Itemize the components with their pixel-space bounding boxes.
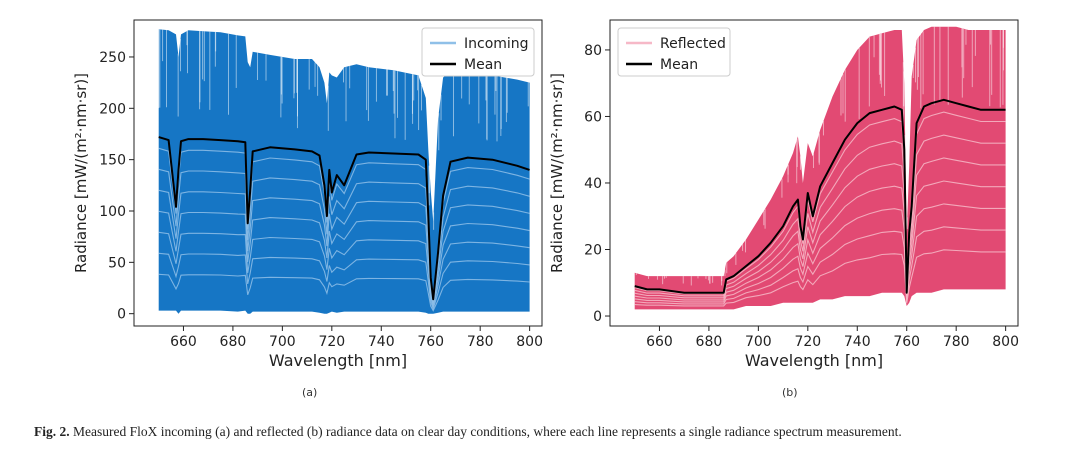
chart-b: 660 680 700 720 740 760 780 800 0 20 40 60 80 Wavelen… [548, 19, 1019, 370]
y-tick-label: 200 [99, 101, 126, 117]
spectrum-line [634, 157, 1006, 299]
x-tick-label: 720 [794, 334, 821, 350]
chart-a: 660 680 700 720 740 760 780 800 0 50 100 150 200 250 W… [72, 19, 543, 370]
y-tick-label: 80 [584, 43, 602, 59]
y-tick-label: 40 [584, 176, 602, 192]
spectrum-line [634, 180, 1006, 301]
x-tick-label: 720 [318, 334, 345, 350]
x-tick-label: 740 [368, 334, 395, 350]
x-tick-label: 680 [696, 334, 723, 350]
legend-label-mean: Mean [660, 57, 698, 73]
x-tick-label: 780 [943, 334, 970, 350]
chart-panel-b: 660 680 700 720 740 760 780 800 0 20 40 60 80 Wavelen… [540, 0, 1080, 410]
axes-frame [133, 19, 543, 327]
x-tick-label: 700 [745, 334, 772, 350]
x-tick-label: 780 [467, 334, 494, 350]
spectrum-line [158, 231, 530, 308]
x-tick-label: 800 [992, 334, 1019, 350]
panel-label-b: (b) [782, 386, 798, 399]
x-tick-label: 800 [516, 334, 543, 350]
y-tick-label: 0 [117, 307, 126, 323]
y-tick-label: 50 [108, 255, 126, 271]
figure-caption: Fig. 2. Measured FloX incoming (a) and r… [34, 424, 1064, 440]
y-axis-label: Radiance [mW/(m²·nm·sr)] [72, 73, 90, 273]
x-tick-label: 740 [844, 334, 871, 350]
spectrum-line [634, 134, 1006, 297]
x-axis-label: Wavelength [nm] [269, 351, 407, 370]
plot-area [158, 29, 530, 314]
caption-label: Fig. 2. [34, 424, 70, 439]
axes-frame [609, 19, 1019, 327]
y-tick-label: 150 [99, 153, 126, 169]
plot-area [634, 26, 1006, 310]
mean-line [158, 136, 530, 301]
x-tick-label: 760 [417, 334, 444, 350]
spectrum-line [634, 203, 1006, 303]
mean-line [634, 98, 1006, 294]
spectra-band [158, 29, 530, 314]
spectrum-line [158, 252, 530, 311]
y-tick-label: 20 [584, 243, 602, 259]
chart-panel-a: 660 680 700 720 740 760 780 800 0 50 100 150 200 250 W… [0, 0, 560, 410]
y-tick-label: 100 [99, 204, 126, 220]
legend-label-mean: Mean [464, 57, 502, 73]
spectrum-line [634, 226, 1006, 305]
y-axis-label: Radiance [mW/(m²·nm·sr)] [548, 73, 566, 273]
spectra-band [634, 26, 1006, 310]
y-tick-label: 60 [584, 109, 602, 125]
spectrum-line [634, 111, 1006, 295]
legend-label-band: Incoming [464, 36, 529, 52]
x-tick-label: 700 [269, 334, 296, 350]
x-tick-label: 680 [220, 334, 247, 350]
y-tick-label: 0 [593, 309, 602, 325]
x-tick-label: 760 [893, 334, 920, 350]
spectrum-line [158, 189, 530, 304]
panel-label-a: (a) [302, 386, 318, 399]
x-tick-label: 660 [170, 334, 197, 350]
spectrum-line [158, 273, 530, 312]
spectrum-line [158, 168, 530, 303]
x-axis-label: Wavelength [nm] [745, 351, 883, 370]
y-tick-label: 250 [99, 50, 126, 66]
spectrum-line [158, 210, 530, 306]
legend-label-band: Reflected [660, 36, 726, 52]
x-tick-label: 660 [646, 334, 673, 350]
spectrum-line [634, 249, 1006, 307]
caption-text: Measured FloX incoming (a) and reflected… [73, 424, 902, 439]
